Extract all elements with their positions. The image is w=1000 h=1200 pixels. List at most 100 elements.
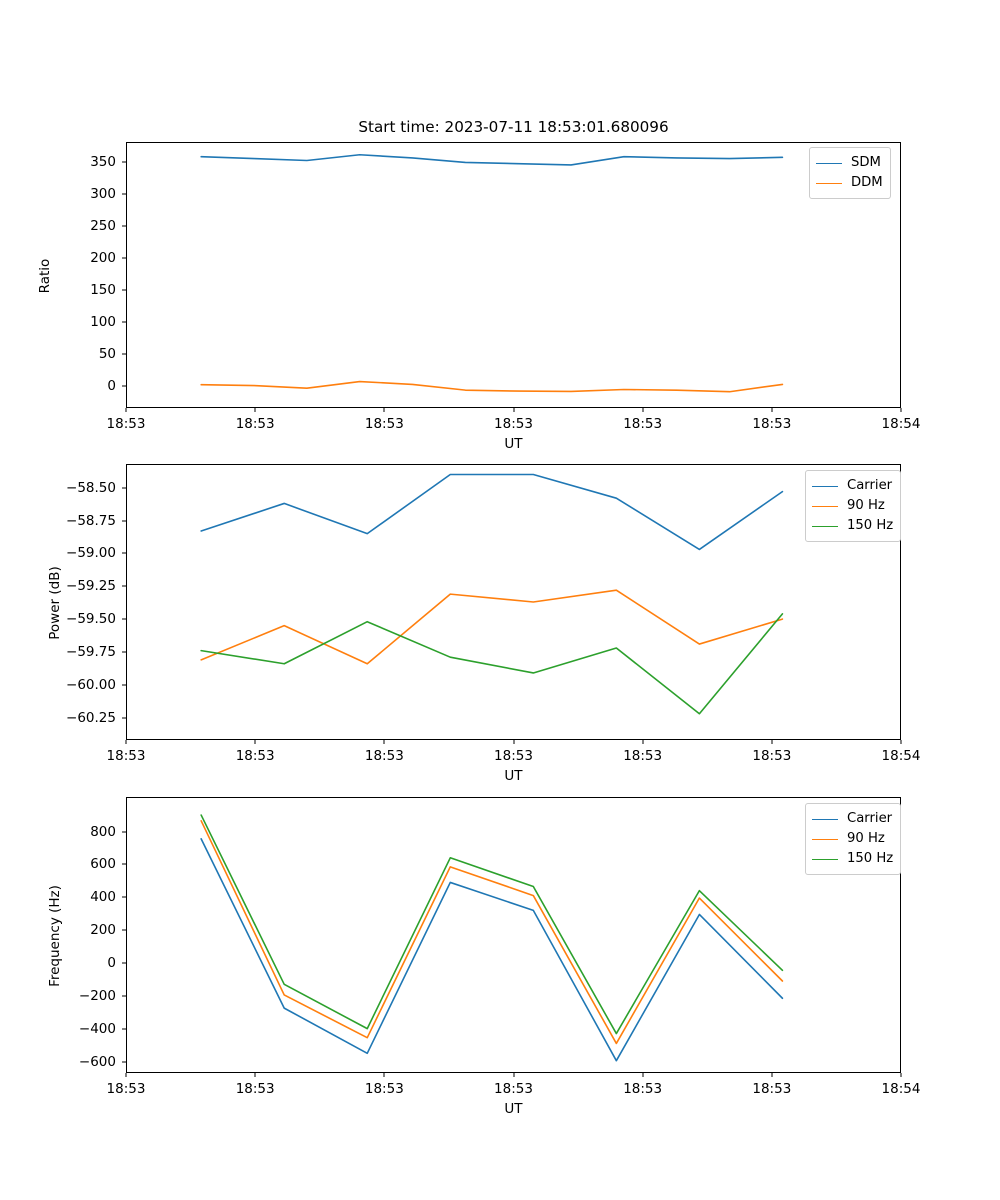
x-tick-label: 18:53 [752,416,792,432]
y-tick-mark [122,552,126,554]
y-tick-mark [122,651,126,653]
x-tick-label: 18:53 [235,748,275,764]
legend-color-swatch [812,505,838,507]
x-tick-mark [900,1073,902,1077]
x-axis-label-1: UT [504,768,523,784]
legend-color-swatch [816,182,842,184]
y-tick-mark [122,257,126,259]
legend-label: Carrier [847,811,893,827]
legend-2[interactable]: Carrier 90 Hz 150 Hz [805,803,902,875]
legend-item-sdm[interactable]: SDM [816,153,883,173]
y-tick-mark [122,289,126,291]
x-tick-label: 18:53 [364,1081,404,1097]
y-tick-label: −60.00 [66,676,116,693]
x-tick-mark [513,408,514,412]
x-tick-mark [383,1073,385,1077]
x-tick-label: 18:54 [881,748,921,764]
y-tick-label: 300 [90,186,116,203]
series-line-90-hz [200,820,784,1045]
subplot-ratio [126,142,901,408]
legend-color-swatch [812,525,838,527]
x-axis-label-0: UT [504,436,523,452]
legend-color-swatch [816,162,842,164]
y-tick-label: 150 [90,281,116,298]
y-tick-mark [122,618,126,620]
x-tick-label: 18:53 [752,748,792,764]
figure-title: Start time: 2023-07-11 18:53:01.680096 [358,118,669,136]
x-tick-mark [125,1073,127,1077]
legend-item-90-hz[interactable]: 90 Hz [812,829,893,849]
legend-item-carrier[interactable]: Carrier [812,809,893,829]
x-tick-label: 18:53 [235,416,275,432]
x-tick-mark [771,740,773,744]
x-axis-label-2: UT [504,1101,523,1117]
y-tick-mark [122,385,126,387]
legend-label: SDM [851,155,881,171]
x-tick-label: 18:54 [881,1081,921,1097]
y-tick-mark [122,520,126,521]
y-tick-label: 600 [90,856,116,873]
plot-lines-0 [200,153,784,393]
axes-frame-0 [126,142,901,408]
x-tick-mark [642,740,644,744]
x-tick-mark [900,408,902,412]
y-tick-label: 100 [90,313,116,330]
y-tick-label: −60.25 [66,709,116,726]
x-tick-label: 18:53 [235,1081,275,1097]
x-tick-mark [125,740,127,744]
x-tick-label: 18:53 [106,1081,146,1097]
legend-label: 150 Hz [847,851,894,867]
x-tick-mark [254,408,256,412]
x-tick-label: 18:53 [364,748,404,764]
x-tick-label: 18:54 [881,416,921,432]
y-tick-mark [122,831,126,832]
x-tick-mark [125,408,127,412]
series-line-150-hz [200,814,784,1035]
y-axis-label-1: Power (dB) [47,566,63,640]
y-tick-label: 400 [90,889,116,906]
y-tick-mark [122,225,126,227]
y-tick-mark [122,929,126,931]
y-tick-mark [122,1061,126,1062]
legend-item-ddm[interactable]: DDM [816,173,883,193]
y-tick-mark [122,684,126,686]
y-tick-label: −59.00 [66,545,116,562]
y-tick-label: −59.50 [66,611,116,628]
y-tick-label: 0 [107,377,116,394]
legend-color-swatch [812,485,838,487]
y-tick-mark [122,585,126,587]
plot-lines-2 [200,814,784,1062]
x-tick-mark [771,408,773,412]
legend-item-carrier[interactable]: Carrier [812,476,893,496]
legend-label: Carrier [847,478,893,494]
x-tick-mark [254,740,256,744]
legend-item-150-hz[interactable]: 150 Hz [812,516,893,536]
y-tick-mark [122,353,126,355]
y-tick-mark [122,193,126,195]
legend-color-swatch [812,858,838,860]
series-line-sdm [200,153,784,166]
y-tick-label: −59.25 [66,578,116,595]
legend-color-swatch [812,838,838,840]
legend-label: 90 Hz [847,498,885,514]
y-tick-label: 800 [90,823,116,840]
x-tick-label: 18:53 [623,1081,663,1097]
y-tick-mark [122,487,126,489]
y-tick-label: 0 [107,954,116,971]
y-tick-mark [122,863,126,865]
y-tick-mark [122,995,126,997]
legend-1[interactable]: Carrier 90 Hz 150 Hz [805,470,902,542]
y-tick-label: −200 [78,987,116,1004]
series-line-150-hz [200,613,784,715]
x-tick-mark [383,740,385,744]
y-tick-mark [122,962,126,964]
legend-item-150-hz[interactable]: 150 Hz [812,849,893,869]
legend-item-90-hz[interactable]: 90 Hz [812,496,893,516]
y-tick-label: −59.75 [66,643,116,660]
y-tick-label: 200 [90,250,116,267]
subplot-power [126,464,901,740]
x-tick-label: 18:53 [364,416,404,432]
legend-0[interactable]: SDM DDM [809,147,891,199]
x-tick-mark [642,408,644,412]
series-line-carrier [200,473,784,551]
